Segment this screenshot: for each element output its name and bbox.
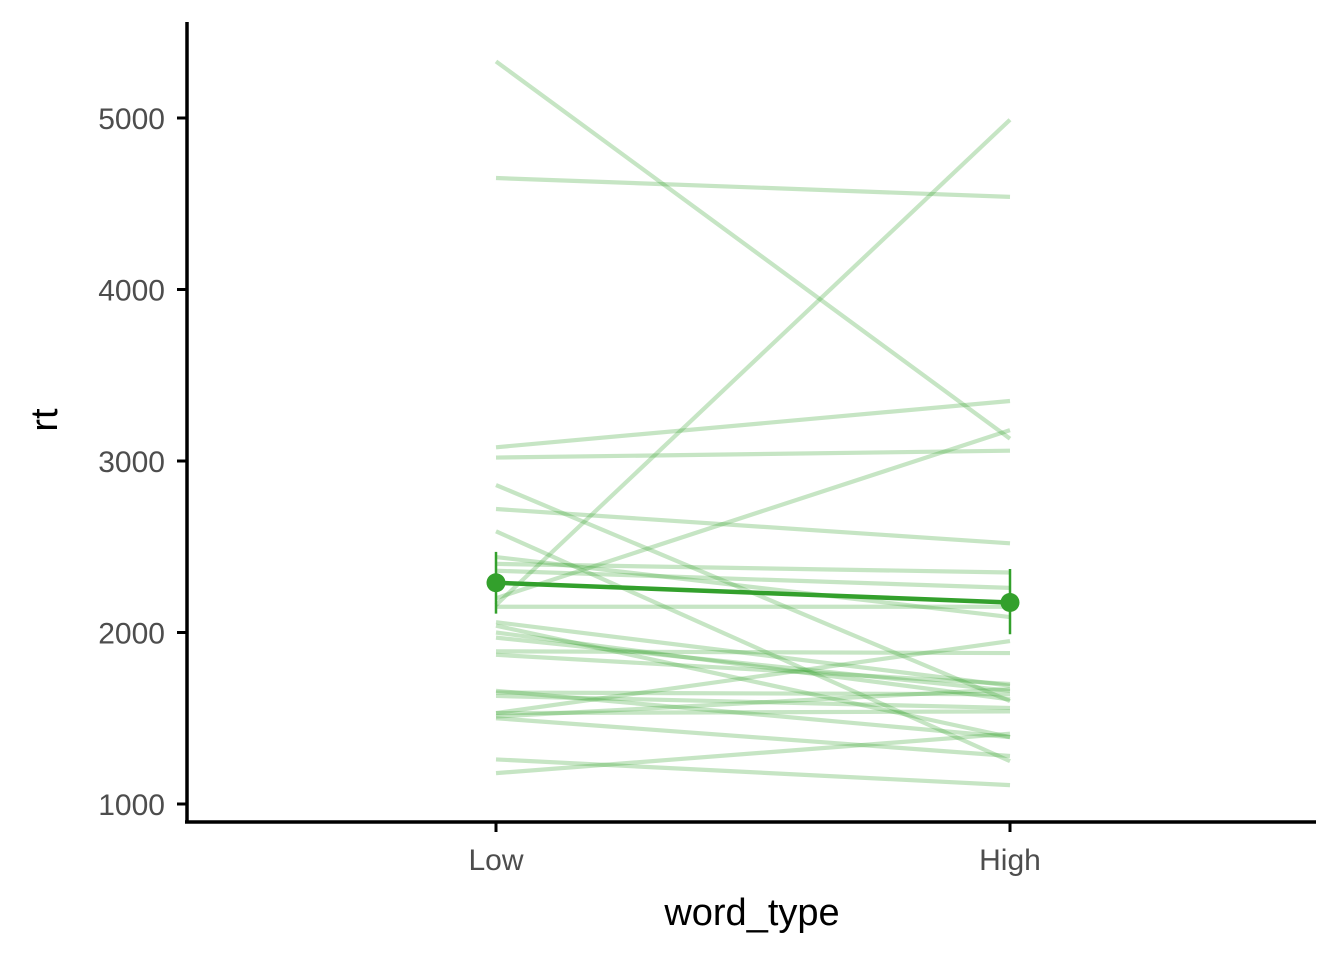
subject-line	[495, 649, 1011, 656]
subject-line	[495, 623, 1011, 740]
x-axis: Low High	[185, 820, 1316, 877]
subject-line	[495, 568, 1011, 591]
subject-line	[494, 118, 1012, 607]
subject-line	[495, 529, 1011, 764]
subject-line	[495, 630, 1011, 702]
mean-series-group	[486, 551, 1020, 635]
y-tick-label: 4000	[98, 275, 165, 308]
subject-line	[495, 690, 1011, 697]
subject-line	[495, 686, 1011, 719]
mean-point	[486, 573, 506, 593]
x-axis-title: word_type	[663, 892, 839, 934]
y-axis: 1000 2000 3000 4000 5000	[98, 22, 189, 822]
subject-line	[494, 59, 1012, 441]
subject-line	[495, 175, 1011, 199]
x-tick-label: High	[979, 844, 1041, 877]
subject-line	[495, 398, 1011, 450]
subject-line	[495, 638, 1011, 716]
subject-line	[495, 554, 1011, 620]
y-tick-label: 2000	[98, 618, 165, 651]
subject-line	[495, 506, 1011, 546]
subject-line	[495, 757, 1011, 788]
subject-line	[495, 709, 1011, 716]
subject-line	[495, 448, 1011, 460]
subject-line	[495, 561, 1011, 575]
y-tick-label: 1000	[98, 789, 165, 822]
subject-lines-group	[494, 59, 1012, 788]
subject-line	[495, 652, 1011, 687]
mean-line	[495, 580, 1011, 605]
subject-line	[495, 731, 1011, 776]
subject-line	[495, 428, 1011, 601]
y-axis-title: rt	[24, 408, 66, 432]
subject-line	[495, 635, 1011, 693]
subject-line	[495, 688, 1011, 740]
mean-point	[1000, 592, 1020, 612]
y-tick-label: 5000	[98, 103, 165, 136]
subject-line	[495, 716, 1011, 759]
y-tick-label: 3000	[98, 446, 165, 479]
subject-line	[495, 620, 1011, 688]
x-tick-label: Low	[468, 844, 523, 877]
subject-line	[495, 693, 1011, 711]
